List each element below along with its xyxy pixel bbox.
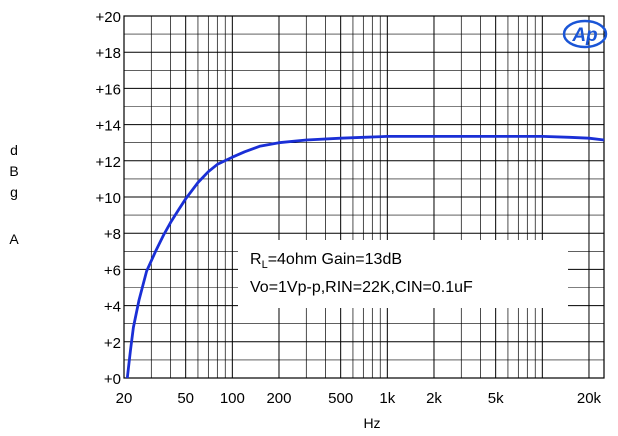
y-axis-title-char: g (10, 184, 18, 200)
series-layer (125, 135, 605, 379)
x-tick-label: 20k (577, 390, 602, 407)
y-axis-title-char: A (9, 231, 19, 247)
y-tick-label: +12 (96, 154, 121, 171)
x-tick-label: 2k (426, 390, 442, 407)
y-tick-label: +6 (104, 262, 121, 279)
y-tick-label: +8 (104, 226, 121, 243)
y-axis-title-char: B (9, 163, 18, 179)
y-tick-label: +14 (96, 118, 121, 135)
plot-frame (123, 15, 605, 379)
y-tick-label: +18 (96, 45, 121, 62)
y-tick-label: +20 (96, 9, 121, 26)
annotation-line-1: RL=4ohm Gain=13dB (250, 251, 402, 271)
y-tick-label: +2 (104, 335, 121, 352)
y-tick-label: +4 (104, 299, 121, 316)
x-axis-title: Hz (363, 415, 380, 431)
series-line (125, 135, 605, 379)
x-tick-label: 100 (220, 390, 245, 407)
ap-logo: Ap (562, 19, 608, 49)
y-tick-label: +16 (96, 81, 121, 98)
x-tick-label: 20 (116, 390, 133, 407)
ap-logo-ring (562, 19, 608, 49)
x-tick-label: 500 (328, 390, 353, 407)
y-axis-title-char: d (10, 142, 18, 158)
annotation-box (238, 240, 568, 308)
tick-labels: 20 50 100 200 500 1k 2k 5k 20k +0 +2 +4 +6 +8 +10 +12 +1… (96, 9, 602, 407)
x-tick-label: 50 (177, 390, 194, 407)
grid-lines (123, 15, 605, 379)
x-tick-label: 200 (266, 390, 291, 407)
y-tick-label: +0 (104, 371, 121, 388)
y-tick-label: +10 (96, 190, 121, 207)
y-axis-title: dBg A (9, 142, 19, 247)
ap-logo-text: Ap (571, 25, 597, 46)
x-tick-label: 5k (488, 390, 504, 407)
x-tick-label: 1k (379, 390, 395, 407)
annotation-line-2: Vo=1Vp-p,RIN=22K,CIN=0.1uF (250, 279, 473, 296)
